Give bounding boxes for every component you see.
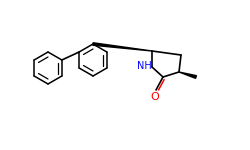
Text: NH: NH bbox=[136, 61, 152, 71]
Polygon shape bbox=[179, 72, 196, 78]
Polygon shape bbox=[93, 43, 152, 51]
Text: O: O bbox=[150, 92, 160, 102]
